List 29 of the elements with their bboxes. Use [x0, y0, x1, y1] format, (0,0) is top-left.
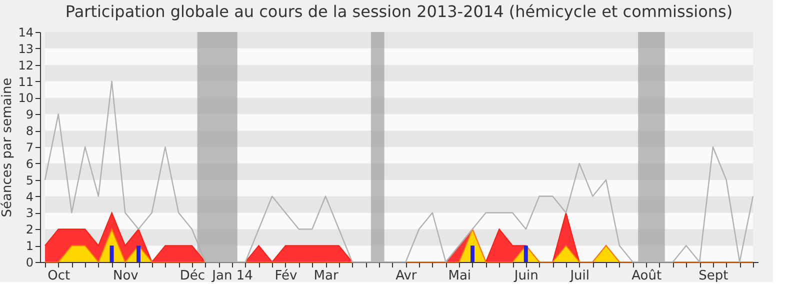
- y-tick-label: 4: [26, 190, 34, 204]
- x-tick-label: Oct: [48, 268, 70, 284]
- x-tick-label: Mai: [448, 268, 472, 284]
- y-tick-label: 8: [26, 124, 34, 138]
- y-tick-label: 14: [18, 26, 34, 40]
- y-tick-label: 3: [26, 206, 34, 220]
- x-tick-label: Mar: [314, 268, 339, 284]
- x-tick-label: Juin: [513, 268, 538, 284]
- y-tick-label: 11: [18, 74, 34, 89]
- y-tick-label: 1: [26, 239, 34, 254]
- x-tick-label: Juil: [569, 268, 590, 284]
- y-axis-title: Séances par semaine: [0, 78, 16, 218]
- y-tick-label: 12: [18, 58, 34, 72]
- x-tick-label: Sept: [698, 268, 728, 284]
- y-tick-label: 9: [26, 108, 34, 122]
- chart-title: Participation globale au cours de la session 2013-2014 (hémicycle et commissions): [65, 2, 733, 21]
- y-tick-label: 7: [26, 140, 34, 154]
- y-tick-label: 2: [26, 222, 34, 237]
- x-tick-label: Jan 14: [211, 268, 253, 284]
- y-tick-label: 0: [26, 256, 34, 270]
- y-tick-label: 10: [18, 91, 34, 106]
- x-tick-label: Nov: [112, 268, 139, 284]
- y-tick-label: 13: [18, 42, 34, 56]
- x-tick-label: Déc: [180, 268, 206, 284]
- x-tick-label: Fév: [274, 268, 298, 284]
- y-tick-label: 6: [26, 156, 34, 171]
- y-tick-label: 5: [26, 173, 34, 188]
- x-tick-label: Août: [632, 268, 662, 284]
- x-tick-label: Avr: [396, 268, 418, 284]
